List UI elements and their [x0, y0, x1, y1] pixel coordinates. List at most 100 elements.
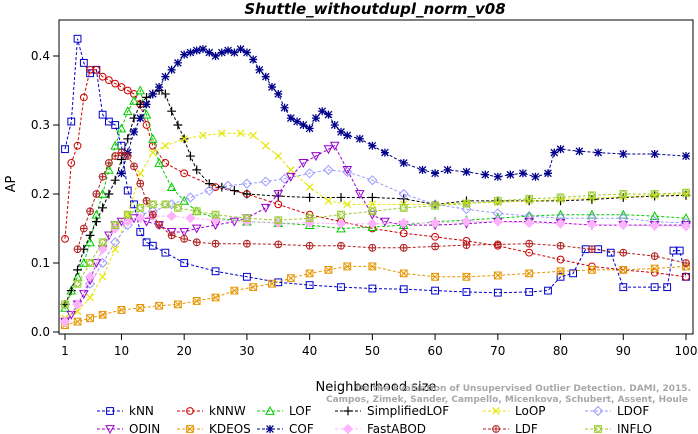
data-point-simplifiedlof: [305, 193, 315, 202]
data-point-odin: [91, 259, 102, 269]
legend-label-inflo: INFLO: [617, 422, 652, 434]
legend-marker-ldof: [592, 405, 604, 417]
data-point-fastabod: [680, 221, 692, 232]
data-point-knn: [669, 246, 678, 255]
series-line-knn: [64, 38, 687, 294]
legend-label-lof: LOF: [289, 404, 312, 418]
data-point-inflo: [305, 214, 314, 223]
data-point-inflo: [173, 203, 183, 212]
data-point-lof: [154, 157, 164, 167]
data-point-knnw: [92, 65, 101, 74]
data-point-kdeos: [462, 272, 471, 281]
data-point-ldf: [180, 235, 189, 243]
data-point-lof: [116, 123, 127, 133]
data-point-ldof: [323, 164, 334, 175]
legend-label-simplifiedlof: SimplifiedLOF: [367, 404, 449, 418]
data-point-ldof: [110, 237, 121, 248]
y-axis-label: AP: [4, 175, 19, 192]
data-point-knn: [211, 267, 220, 276]
data-point-inflo: [73, 279, 82, 288]
data-point-knn: [61, 145, 69, 154]
data-point-ldf: [682, 259, 690, 267]
data-point-knn: [663, 283, 672, 292]
data-point-cof: [462, 167, 471, 176]
data-point-cof: [318, 107, 327, 116]
data-point-knn: [111, 121, 120, 129]
data-point-ldf: [650, 252, 659, 260]
data-point-ldf: [399, 244, 408, 252]
data-point-loop: [217, 129, 226, 138]
data-point-fastabod: [461, 216, 472, 227]
data-point-fastabod: [335, 218, 347, 229]
data-point-knn: [161, 248, 170, 257]
legend-marker-cof: [266, 425, 274, 433]
data-point-lof: [141, 109, 152, 119]
data-point-kdeos: [155, 301, 163, 310]
data-point-ldof: [260, 176, 271, 187]
data-point-fastabod: [429, 217, 441, 229]
data-point-simplifiedlof: [186, 151, 195, 161]
data-point-simplifiedlof: [117, 155, 126, 164]
data-point-knn: [337, 283, 345, 292]
data-point-odin: [273, 190, 284, 200]
data-point-ldof: [367, 175, 378, 186]
data-point-loop: [286, 166, 295, 174]
legend-item-loop: LoOP: [483, 404, 546, 418]
data-point-lof: [166, 182, 177, 191]
data-point-ldf: [105, 159, 113, 167]
data-point-fastabod: [367, 218, 378, 229]
data-point-fastabod: [524, 217, 535, 229]
data-point-ldf: [211, 239, 220, 248]
data-point-cof: [330, 121, 339, 129]
data-point-cof: [682, 152, 690, 161]
legend-item-ldof: LDOF: [585, 404, 649, 418]
data-point-cof: [305, 124, 314, 133]
data-point-cof: [368, 141, 377, 150]
x-tick-label: 70: [490, 344, 505, 358]
data-point-ldf: [79, 224, 88, 233]
y-tick-label: 0.4: [31, 49, 50, 63]
data-point-kdeos: [192, 297, 201, 305]
data-point-inflo: [493, 196, 502, 206]
series-line-cof: [121, 48, 687, 178]
data-point-fastabod: [492, 216, 503, 227]
data-point-fastabod: [586, 219, 598, 230]
data-point-kdeos: [525, 269, 534, 278]
data-point-fastabod: [185, 213, 196, 224]
data-point-cof: [217, 48, 226, 57]
data-point-inflo: [211, 210, 220, 219]
data-point-fastabod: [649, 220, 660, 231]
data-point-knn: [123, 186, 132, 195]
x-tick-label: 90: [616, 344, 631, 358]
data-point-knn: [243, 272, 251, 281]
data-point-simplifiedlof: [85, 231, 95, 240]
data-point-lof: [110, 140, 121, 150]
y-tick-label: 0.1: [31, 256, 50, 270]
x-tick-label: 20: [177, 344, 192, 358]
data-point-loop: [368, 200, 377, 209]
data-point-loop: [305, 183, 314, 191]
legend-label-loop: LoOP: [515, 404, 546, 418]
data-point-ldf: [525, 239, 534, 248]
data-point-cof: [418, 165, 427, 174]
data-point-cof: [481, 170, 490, 179]
data-point-knn: [525, 288, 534, 296]
data-point-inflo: [619, 189, 628, 199]
data-point-odin: [285, 172, 296, 182]
data-point-odin: [229, 217, 240, 227]
legend-marker-odin: [105, 425, 115, 434]
data-point-inflo: [525, 194, 534, 203]
data-point-kdeos: [343, 262, 352, 271]
data-point-kdeos: [305, 269, 314, 278]
data-point-ldf: [136, 179, 145, 188]
data-point-knn: [462, 288, 471, 296]
data-point-loop: [525, 197, 534, 205]
y-tick-label: 0.3: [31, 118, 50, 132]
data-point-ldof: [304, 168, 315, 179]
data-point-ldf: [73, 245, 82, 254]
legend-label-fastabod: FastABOD: [367, 422, 426, 434]
credit-line-1: On the Evaluation of Unsupervised Outlie…: [356, 384, 691, 394]
legend-label-cof: COF: [289, 422, 314, 434]
data-point-lof: [336, 223, 346, 233]
data-point-inflo: [60, 300, 70, 309]
